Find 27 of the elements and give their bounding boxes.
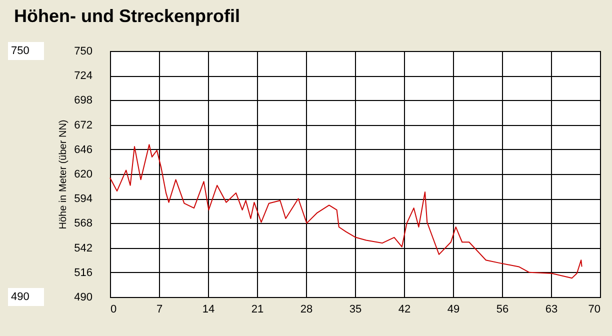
y-tick-label: 516 — [74, 266, 92, 279]
x-tick-label: 7 — [156, 304, 163, 316]
y-tick-label: 594 — [74, 193, 92, 206]
x-tick-label: 28 — [300, 304, 313, 316]
text: 490 — [11, 291, 30, 303]
y-tick-label: 646 — [74, 144, 92, 156]
x-tick-label: 21 — [251, 304, 264, 316]
y-tick-label: 750 — [74, 46, 92, 58]
x-tick-label: 56 — [496, 304, 509, 316]
y-axis-title: Höhe in Meter (über NN) — [58, 120, 70, 230]
line-series — [110, 144, 582, 279]
chart-title: Höhen- und Streckenprofil — [14, 6, 240, 26]
x-tick-label: 42 — [398, 304, 411, 316]
x-tick-label: 63 — [545, 304, 558, 316]
y-tick-label: 672 — [74, 119, 92, 132]
x-tick-label: 0 — [110, 304, 117, 316]
x-tick-label: 70 — [588, 304, 600, 316]
y-tick-label: 568 — [74, 218, 92, 230]
text: 750 — [11, 45, 30, 57]
x-tick-label: 49 — [447, 304, 460, 316]
y-tick-label: 620 — [74, 168, 92, 180]
y-tick-label: 542 — [74, 242, 92, 254]
x-tick-label: 35 — [349, 304, 362, 316]
y-tick-label: 724 — [74, 70, 92, 82]
y-tick-label: 698 — [74, 94, 92, 107]
x-tick-label: 14 — [202, 304, 215, 316]
y-tick-label: 490 — [74, 292, 92, 304]
